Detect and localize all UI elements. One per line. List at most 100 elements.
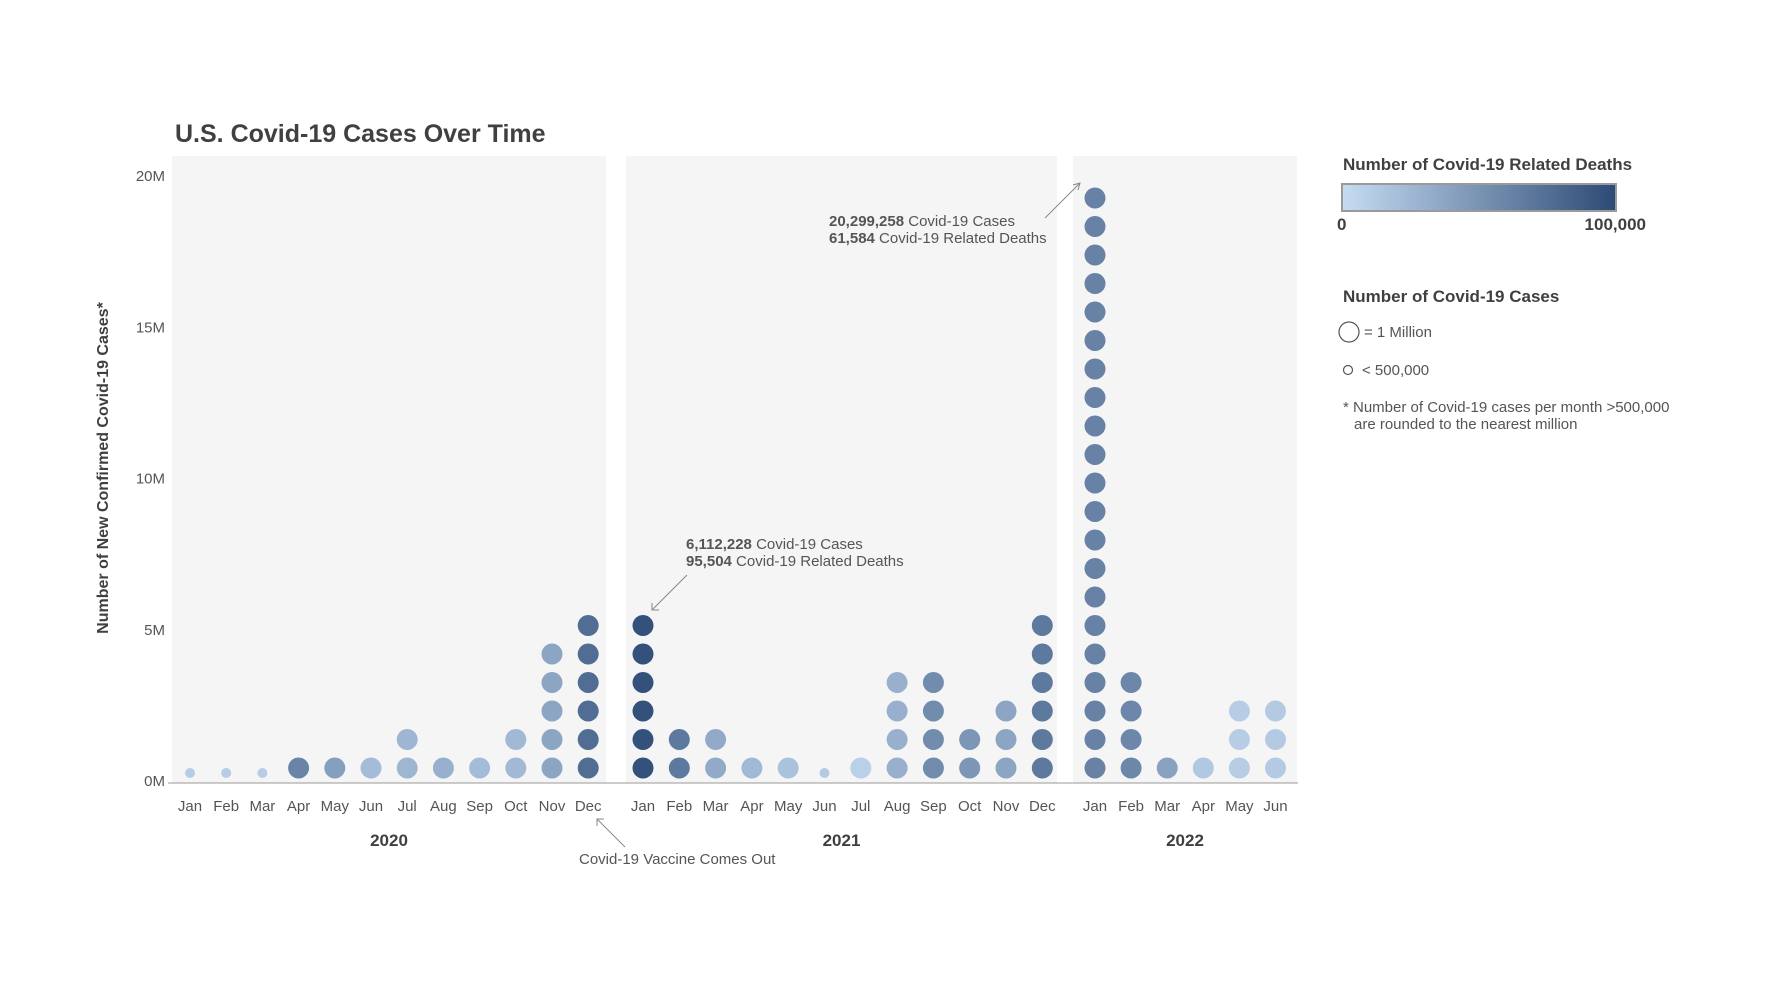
case-dot (1031, 700, 1053, 722)
case-dot (577, 643, 599, 665)
case-dot-small (819, 768, 830, 778)
month-label: Mar (249, 798, 275, 815)
case-dot (1084, 187, 1106, 209)
case-dot (886, 672, 908, 693)
size-legend-title: Number of Covid-19 Cases (1343, 287, 1559, 306)
annotation-2022-jan: 20,299,258 Covid-19 Cases 61,584 Covid-1… (829, 182, 1081, 247)
case-dot (577, 700, 599, 722)
year-panels (172, 156, 1297, 783)
y-tick-label: 0M (144, 773, 165, 790)
case-dot (1084, 529, 1106, 551)
y-tick-label: 5M (144, 622, 165, 639)
case-dot (1084, 501, 1106, 522)
case-dot (1120, 729, 1142, 750)
month-label: May (1225, 798, 1254, 815)
case-dot (505, 757, 527, 779)
case-dot (668, 729, 690, 750)
footnote-line-1: * Number of Covid-19 cases per month >50… (1343, 399, 1669, 416)
annotation-2021-jan: 6,112,228 Covid-19 Cases 95,504 Covid-19… (651, 536, 904, 611)
case-dots (185, 187, 1286, 779)
annotation-vaccine: Covid-19 Vaccine Comes Out (579, 818, 776, 868)
case-dot (1120, 672, 1142, 693)
footnote-line-2: are rounded to the nearest million (1354, 416, 1577, 433)
case-dot (1084, 643, 1106, 665)
month-label: Feb (213, 798, 239, 815)
month-label: Oct (504, 798, 528, 815)
case-dot (959, 729, 981, 750)
month-label: Feb (1118, 798, 1144, 815)
size-legend-big-label: = 1 Million (1364, 324, 1432, 341)
annotation-vaccine-text: Covid-19 Vaccine Comes Out (579, 851, 776, 868)
annotation-arrowhead (651, 603, 659, 611)
case-dot (959, 757, 981, 779)
case-dot (1265, 729, 1286, 750)
annotation-arrowhead (1072, 182, 1081, 191)
month-label: Aug (884, 798, 911, 815)
year-panel-bg (626, 156, 1057, 783)
color-legend-max: 100,000 (1585, 215, 1646, 234)
month-label: Jan (178, 798, 202, 815)
month-label: Jan (1083, 798, 1107, 815)
year-panel-bg (172, 156, 606, 783)
month-label: Mar (703, 798, 729, 815)
case-dot (541, 700, 563, 722)
color-legend-title: Number of Covid-19 Related Deaths (1343, 155, 1632, 174)
case-dot (1084, 444, 1106, 465)
case-dot-small (221, 768, 232, 778)
month-label: May (774, 798, 803, 815)
case-dot (1084, 558, 1106, 579)
case-dot (1084, 472, 1106, 494)
case-dot (1084, 672, 1106, 693)
month-label: Apr (287, 798, 310, 815)
month-label: Feb (666, 798, 692, 815)
year-label: 2021 (823, 831, 861, 850)
case-dot (1265, 700, 1286, 722)
y-tick-label: 20M (136, 168, 165, 185)
case-dot (632, 729, 654, 750)
color-legend-min: 0 (1337, 215, 1346, 234)
case-dot (324, 757, 346, 779)
month-label: Jun (1263, 798, 1287, 815)
case-dot (1084, 757, 1106, 779)
month-label: Sep (920, 798, 947, 815)
month-label: Jul (851, 798, 870, 815)
case-dot (1031, 615, 1053, 636)
year-label: 2022 (1166, 831, 1204, 850)
month-label: Jan (631, 798, 655, 815)
year-label: 2020 (370, 831, 408, 850)
case-dot (1084, 586, 1106, 608)
case-dot (1031, 643, 1053, 665)
case-dot (995, 757, 1017, 779)
month-label: Apr (740, 798, 763, 815)
case-dot (850, 757, 872, 779)
month-label: Apr (1192, 798, 1215, 815)
annotation-2022-cases: 20,299,258 Covid-19 Cases (829, 213, 1015, 230)
case-dot (1156, 757, 1178, 779)
month-label: Nov (539, 798, 566, 815)
case-dot (741, 757, 763, 779)
annotation-2022-deaths: 61,584 Covid-19 Related Deaths (829, 230, 1047, 247)
case-dot (577, 729, 599, 750)
case-dot-small (257, 768, 268, 778)
annotation-2021-deaths: 95,504 Covid-19 Related Deaths (686, 553, 904, 570)
case-dot (886, 757, 908, 779)
case-dot (541, 729, 563, 750)
annotation-arrow (1044, 182, 1081, 219)
case-dot (1084, 415, 1106, 437)
month-label: Jun (359, 798, 383, 815)
case-dot (1265, 757, 1286, 779)
case-dot (541, 757, 563, 779)
size-legend-small-label: < 500,000 (1362, 362, 1429, 379)
case-dot (922, 672, 944, 693)
case-dot (632, 615, 654, 636)
month-label: Aug (430, 798, 457, 815)
case-dot (922, 757, 944, 779)
annotation-2021-cases: 6,112,228 Covid-19 Cases (686, 536, 863, 553)
color-legend-gradient (1341, 183, 1617, 212)
y-tick-label: 15M (136, 319, 165, 336)
case-dot (469, 757, 491, 779)
case-dot (1120, 700, 1142, 722)
month-label: Nov (993, 798, 1020, 815)
case-dot-small (185, 768, 195, 778)
case-dot (541, 643, 563, 665)
